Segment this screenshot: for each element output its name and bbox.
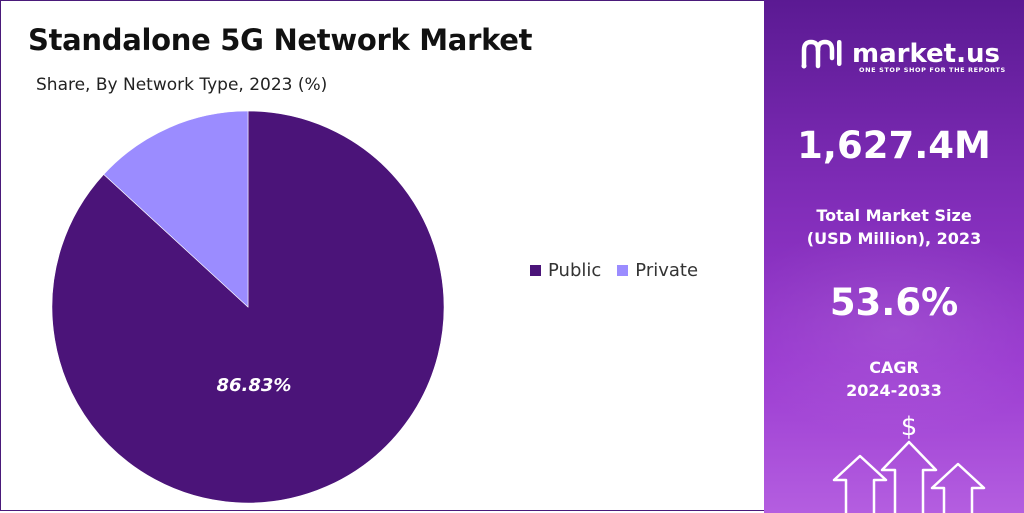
dollar-icon: $ [901, 412, 918, 442]
legend-label-private: Private [635, 260, 699, 281]
market-size-value: 1,627.4M [797, 124, 991, 167]
market-size-label-line2: (USD Million), 2023 [806, 229, 982, 248]
cagr-value: 53.6% [829, 281, 959, 324]
legend-label-public: Public [548, 260, 602, 281]
legend-item-public: Public [530, 260, 601, 281]
stats-panel: market.us ONE STOP SHOP FOR THE REPORTS … [764, 0, 1024, 513]
legend-item-private: Private [617, 260, 698, 281]
legend-swatch-private [617, 265, 629, 276]
pie-slice-private [103, 110, 249, 308]
data-label-public: 86.83% [217, 375, 292, 396]
chart-panel: Standalone 5G Network Market Share, By N… [0, 0, 764, 511]
market-size-label: Total Market Size (USD Million), 2023 [764, 204, 1024, 250]
cagr-label-line1: CAGR [869, 358, 919, 377]
chart-subtitle: Share, By Network Type, 2023 (%) [36, 75, 328, 95]
brand-tagline: ONE STOP SHOP FOR THE REPORTS [859, 66, 1006, 74]
growth-arrows-icon: $ [832, 412, 986, 513]
market-size-label-line1: Total Market Size [816, 206, 972, 225]
cagr-label: CAGR 2024-2033 [764, 356, 1024, 402]
cagr-label-line2: 2024-2033 [846, 381, 942, 400]
pie-chart: 86.83% [51, 110, 445, 504]
market-us-logo-icon [801, 39, 842, 69]
brand-name: market.us [852, 39, 1000, 69]
chart-legend: Public Private [530, 260, 698, 281]
legend-swatch-public [530, 265, 541, 276]
brand: market.us [800, 36, 1000, 72]
chart-title: Standalone 5G Network Market [28, 23, 533, 57]
